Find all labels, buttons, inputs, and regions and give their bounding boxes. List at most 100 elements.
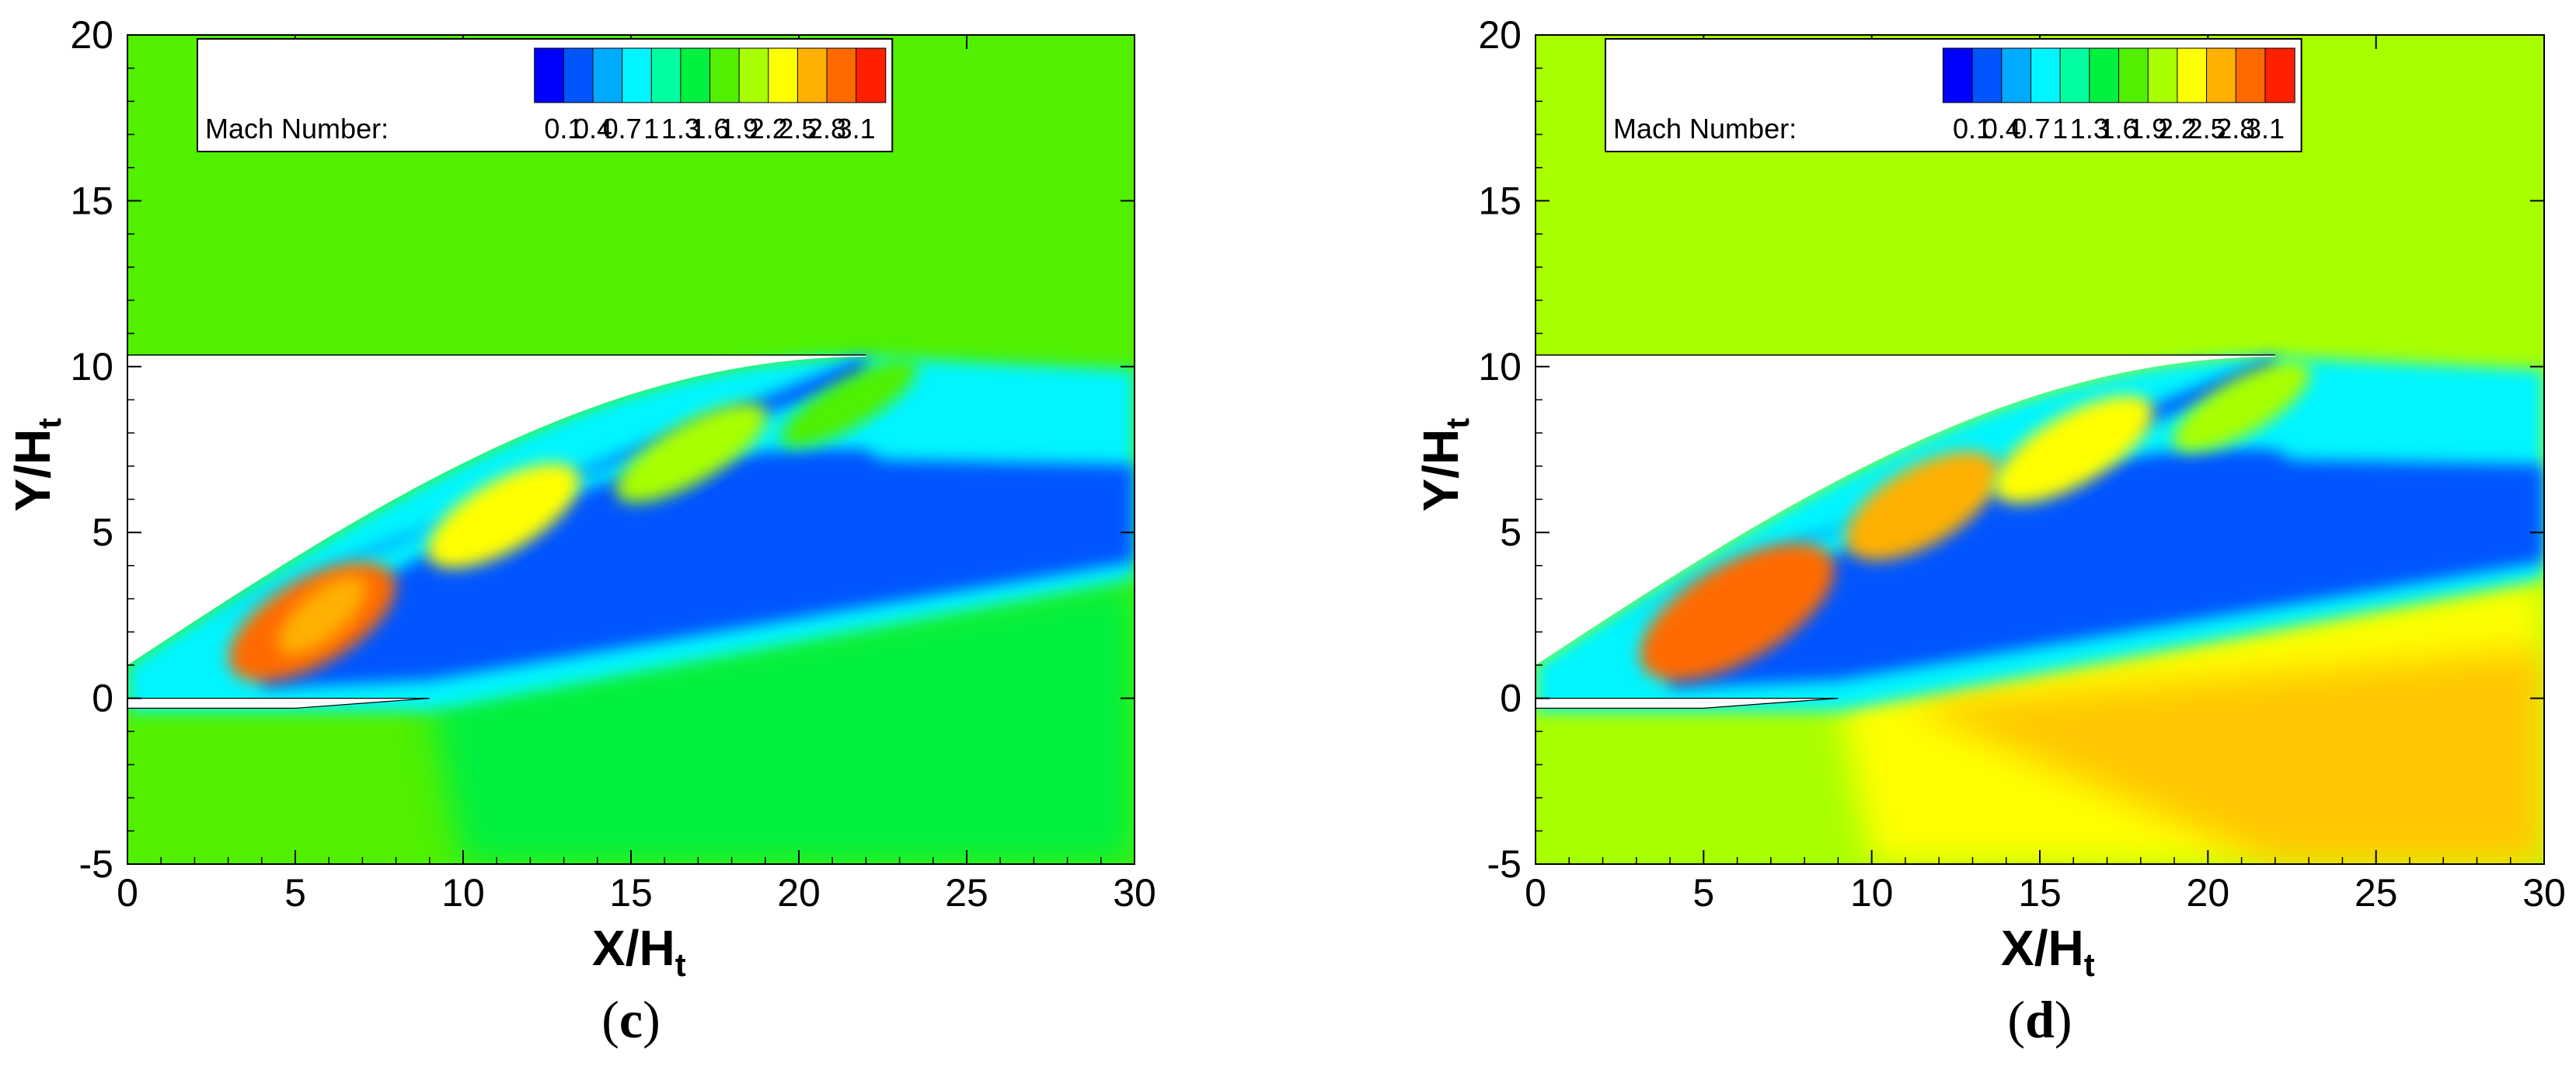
legend-swatch: [2118, 47, 2149, 103]
x-tick-label: 10: [441, 871, 485, 915]
legend-swatch: [768, 47, 799, 103]
subsonic-core: [1670, 448, 2544, 688]
y-tick-label: 20: [70, 13, 113, 57]
shock-cell-3: [1994, 396, 2153, 504]
x-tick-label: 20: [2187, 871, 2230, 915]
caption-letter: d: [2025, 990, 2055, 1049]
legend-level-label: 0.1: [1953, 113, 1992, 145]
legend-title: Mach Number:: [1613, 113, 1797, 145]
shock-cell-4: [2173, 361, 2310, 452]
y-axis-label: Y/Ht: [5, 418, 68, 512]
shock-cell-2: [1846, 451, 1999, 561]
lower-nozzle-wall: [127, 698, 430, 709]
x-tick-label: 5: [284, 871, 306, 915]
x-tick-label: 15: [2018, 871, 2062, 915]
panel-caption: (c): [601, 990, 661, 1049]
legend-level-label: 3.1: [2246, 113, 2285, 145]
y-tick-label: 5: [1500, 511, 1522, 554]
x-tick-label: 20: [777, 871, 821, 915]
y-tick-label: 0: [92, 677, 113, 720]
upper-nozzle-wall: [127, 354, 866, 665]
legend-swatch: [563, 47, 594, 103]
shock-cell-core: [1706, 563, 1795, 642]
legend-level-label: 1.3: [2070, 113, 2109, 145]
shock-cell-4: [780, 359, 918, 448]
caption-close: ): [2055, 990, 2072, 1049]
legend-level-label: 2.5: [778, 113, 817, 145]
legend-swatch: [709, 47, 741, 103]
legend-swatch: [826, 47, 857, 103]
caption-open: (: [601, 990, 619, 1049]
x-axis-label: X/Ht: [592, 920, 686, 983]
y-axis-label-main: Y/H: [5, 429, 61, 512]
legend-level-label: 2.2: [749, 113, 788, 145]
legend-swatch: [738, 47, 769, 103]
x-tick-label: 0: [1525, 871, 1546, 915]
legend-swatch: [2206, 47, 2237, 103]
legend-swatch: [2001, 47, 2032, 103]
lower-plume-core: [1905, 648, 2544, 864]
caption-open: (: [2007, 990, 2025, 1049]
shock-cell-3: [615, 403, 767, 503]
x-axis-label-sub: t: [2084, 946, 2095, 983]
legend-level-label: 3.1: [837, 113, 876, 145]
mach-contour-field: [1535, 35, 2544, 864]
x-tick-label: 10: [1850, 871, 1894, 915]
legend-level-label: 0.4: [1982, 113, 2021, 145]
legend-swatch: [622, 47, 653, 103]
y-tick-label: 0: [1500, 677, 1522, 720]
legend-swatch: [2147, 47, 2178, 103]
legend-swatch: [2059, 47, 2090, 103]
legend-level-label: 1: [2052, 113, 2068, 145]
legend-swatch: [856, 47, 887, 103]
legend: Mach Number: 0.10.40.7 1 1.31.61.92.22.52.8…: [197, 38, 894, 152]
caption-letter: c: [619, 990, 643, 1049]
x-tick-label: 15: [609, 871, 653, 915]
x-tick-label: 25: [945, 871, 988, 915]
legend-level-label: 0.1: [544, 113, 583, 145]
legend-swatch: [2264, 47, 2295, 103]
panel-caption: (d): [2007, 990, 2072, 1049]
x-tick-label: 0: [117, 871, 138, 915]
legend-level-label: 0.7: [603, 113, 642, 145]
x-axis-label-main: X/H: [2001, 920, 2084, 976]
legend-swatch: [534, 47, 565, 103]
legend-level-label: 0.7: [2011, 113, 2050, 145]
y-axis-label: Y/Ht: [1413, 418, 1476, 512]
y-tick-label: 10: [1478, 345, 1522, 389]
x-tick-label: 25: [2355, 871, 2398, 915]
subsonic-core: [261, 448, 1135, 688]
x-axis-label-sub: t: [675, 946, 686, 983]
legend-swatch: [2235, 47, 2266, 103]
y-tick-label: -5: [1487, 842, 1522, 886]
y-tick-label: 10: [70, 345, 113, 389]
legend-swatch: [650, 47, 681, 103]
legend-level-label: 1: [643, 113, 659, 145]
legend-swatch: [2177, 47, 2208, 103]
legend-swatch: [2030, 47, 2062, 103]
y-tick-label: 20: [1478, 13, 1522, 57]
y-axis-label-sub: t: [31, 418, 68, 429]
legend-title: Mach Number:: [205, 113, 389, 145]
y-tick-label: 15: [1478, 179, 1522, 222]
legend-swatch: [1942, 47, 1974, 103]
shock-cell-2: [427, 463, 580, 569]
legend-level-label: 1.3: [661, 113, 700, 145]
legend-swatch: [1971, 47, 2003, 103]
legend-level-label: 2.5: [2187, 113, 2226, 145]
x-axis-label: X/Ht: [2001, 920, 2095, 983]
legend-level-label: 2.8: [807, 113, 846, 145]
legend-level-label: 1.6: [2099, 113, 2138, 145]
legend-level-label: 0.4: [573, 113, 612, 145]
legend: Mach Number: 0.10.40.7 1 1.31.61.92.22.52.8…: [1605, 38, 2302, 152]
x-axis-label-main: X/H: [592, 920, 675, 976]
legend-level-label: 1.9: [720, 113, 758, 145]
legend-swatch: [592, 47, 623, 103]
legend-level-label: 2.2: [2158, 113, 2197, 145]
lower-nozzle-wall: [1535, 698, 1839, 709]
